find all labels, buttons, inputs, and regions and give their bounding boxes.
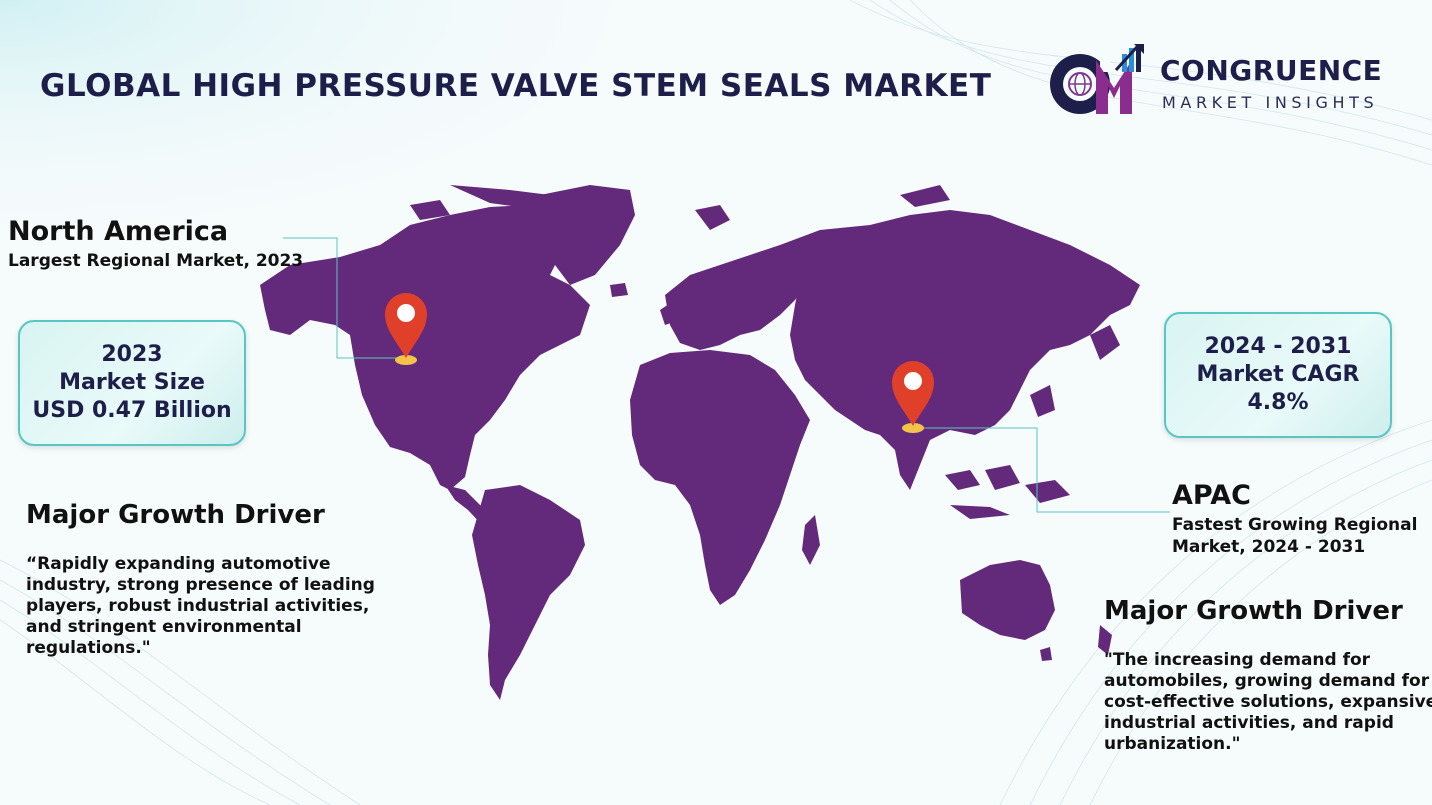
driver-line: “Rapidly expanding automotive [26, 554, 331, 574]
driver-line: players, robust industrial activities, [26, 596, 370, 616]
driver-line: cost-effective solutions, expansive [1104, 692, 1432, 712]
right-driver-title: Major Growth Driver [1104, 596, 1403, 626]
market-size-box: 2023 Market Size USD 0.47 Billion [18, 320, 246, 446]
left-driver-text: “Rapidly expanding automotive industry, … [26, 554, 375, 659]
cagr-box: 2024 - 2031 Market CAGR 4.8% [1164, 312, 1392, 438]
apac-subtitle: Fastest Growing Regional Market, 2024 - … [1172, 514, 1417, 558]
logo-subtitle: MARKET INSIGHTS [1162, 93, 1379, 112]
market-size-label: Market Size [59, 370, 205, 395]
left-driver-title: Major Growth Driver [26, 500, 325, 530]
cagr-label: Market CAGR [1196, 362, 1360, 387]
north-america-pin-icon[interactable] [383, 290, 429, 366]
apac-title: APAC [1172, 480, 1251, 511]
page-title: GLOBAL HIGH PRESSURE VALVE STEM SEALS MA… [40, 68, 992, 104]
map-australia [960, 560, 1055, 640]
driver-line: industry, strong presence of leading [26, 575, 375, 595]
driver-line: urbanization." [1104, 734, 1241, 754]
right-driver-text: "The increasing demand for automobiles, … [1104, 650, 1432, 755]
market-size-value: USD 0.47 Billion [32, 398, 232, 423]
market-size-year: 2023 [101, 342, 163, 367]
logo-name: CONGRUENCE [1160, 54, 1383, 87]
logo-mark-icon [1050, 44, 1144, 114]
cagr-period: 2024 - 2031 [1204, 334, 1352, 359]
map-europe [665, 245, 810, 350]
company-logo: CONGRUENCE MARKET INSIGHTS [1044, 40, 1404, 120]
apac-subtitle-line: Market, 2024 - 2031 [1172, 537, 1366, 557]
north-america-subtitle: Largest Regional Market, 2023 [8, 251, 304, 271]
cagr-value: 4.8% [1247, 390, 1309, 415]
map-greenland [540, 185, 635, 285]
apac-pin-icon[interactable] [890, 358, 936, 434]
apac-subtitle-line: Fastest Growing Regional [1172, 515, 1418, 535]
north-america-title: North America [8, 216, 229, 247]
world-map [260, 185, 1140, 700]
driver-line: automobiles, growing demand for [1104, 671, 1430, 691]
driver-line: regulations." [26, 638, 151, 658]
map-south-america [472, 485, 585, 700]
driver-line: industrial activities, and rapid [1104, 713, 1394, 733]
driver-line: "The increasing demand for [1104, 650, 1371, 670]
map-asia [780, 210, 1140, 490]
driver-line: and stringent environmental [26, 617, 302, 637]
map-africa [630, 350, 810, 605]
